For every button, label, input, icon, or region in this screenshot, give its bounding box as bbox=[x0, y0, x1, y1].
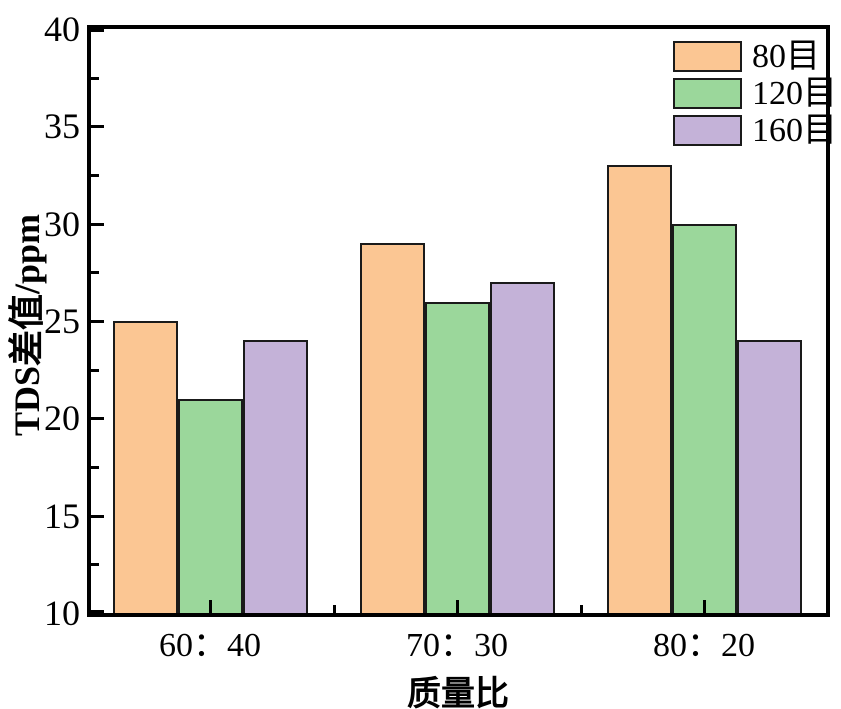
y-major-tick-10 bbox=[91, 610, 104, 613]
x-tick-label-2: 70：30 bbox=[406, 627, 508, 664]
legend-row-160目: 160目 bbox=[673, 112, 837, 149]
legend-row-120目: 120目 bbox=[673, 75, 837, 112]
x-major-tick-3 bbox=[703, 600, 706, 613]
y-major-tick-30 bbox=[91, 223, 104, 226]
legend-label-160目: 160目 bbox=[752, 112, 837, 149]
legend-label-120目: 120目 bbox=[752, 75, 837, 112]
bar-160目-80：20 bbox=[736, 340, 802, 613]
y-minor-tick-37.5 bbox=[91, 77, 99, 80]
legend-swatch-80目 bbox=[673, 41, 742, 72]
y-tick-label-40: 40 bbox=[44, 9, 80, 49]
y-major-tick-15 bbox=[91, 515, 104, 518]
bar-80目-70：30 bbox=[359, 243, 425, 613]
bar-group-2 bbox=[359, 243, 555, 613]
legend-row-80目: 80目 bbox=[673, 38, 837, 75]
y-tick-label-35: 35 bbox=[44, 106, 80, 146]
bar-group-1 bbox=[112, 321, 308, 613]
bar-160目-60：40 bbox=[242, 340, 308, 613]
y-minor-tick-22.5 bbox=[91, 369, 99, 372]
x-major-tick-1 bbox=[209, 600, 212, 613]
y-major-tick-20 bbox=[91, 417, 104, 420]
x-axis-title: 质量比 bbox=[407, 676, 509, 709]
bar-120目-80：20 bbox=[671, 224, 737, 613]
y-major-tick-35 bbox=[91, 125, 104, 128]
bar-120目-70：30 bbox=[424, 302, 490, 613]
legend-swatch-120目 bbox=[673, 78, 742, 109]
legend-swatch-160目 bbox=[673, 115, 742, 146]
y-minor-tick-27.5 bbox=[91, 271, 99, 274]
x-tick-label-1: 60：40 bbox=[159, 627, 261, 664]
y-tick-label-10: 10 bbox=[44, 593, 80, 633]
y-tick-label-30: 30 bbox=[44, 204, 80, 244]
bar-80目-80：20 bbox=[606, 165, 672, 613]
y-major-tick-40 bbox=[91, 29, 104, 32]
y-tick-label-15: 15 bbox=[44, 496, 80, 536]
y-major-tick-25 bbox=[91, 320, 104, 323]
y-minor-tick-12.5 bbox=[91, 563, 99, 566]
y-tick-label-20: 20 bbox=[44, 398, 80, 438]
x-tick-label-3: 80：20 bbox=[653, 627, 755, 664]
bar-80目-60：40 bbox=[112, 321, 178, 613]
legend: 80目 120目 160目 bbox=[673, 38, 837, 152]
y-minor-tick-17.5 bbox=[91, 466, 99, 469]
bar-160目-70：30 bbox=[489, 282, 555, 613]
x-minor-tick-2 bbox=[580, 605, 583, 613]
x-major-tick-2 bbox=[456, 600, 459, 613]
bar-group-3 bbox=[606, 165, 802, 613]
x-minor-tick-1 bbox=[333, 605, 336, 613]
y-tick-label-25: 25 bbox=[44, 301, 80, 341]
plot-area: 80目 120目 160目 bbox=[87, 25, 837, 617]
legend-label-80目: 80目 bbox=[752, 38, 820, 75]
y-minor-tick-32.5 bbox=[91, 174, 99, 177]
bar-120目-60：40 bbox=[177, 399, 243, 613]
